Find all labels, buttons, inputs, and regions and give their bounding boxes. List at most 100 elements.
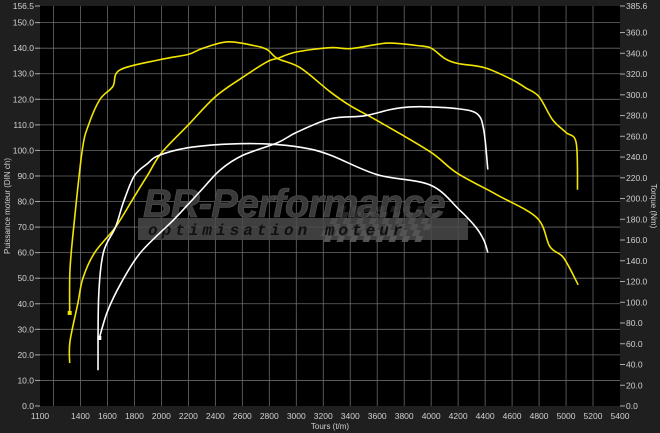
y-right-tick-label: 385.6 <box>626 1 648 11</box>
x-tick-label: 2800 <box>260 411 279 421</box>
y-right-tick-label: 300.0 <box>626 90 648 100</box>
plot-background <box>40 6 620 406</box>
checker-square <box>420 218 430 224</box>
checker-square <box>383 224 393 230</box>
y-right-tick-label: 40.0 <box>626 360 643 370</box>
y-right-tick-label: 260.0 <box>626 131 648 141</box>
y-right-tick-label: 280.0 <box>626 111 648 121</box>
watermark-tagline: optimisation moteur <box>148 222 406 240</box>
y-right-tick-label: 80.0 <box>626 318 643 328</box>
y-right-tick-label: 100.0 <box>626 297 648 307</box>
y-left-tick-label: 60.0 <box>17 248 34 258</box>
checker-square <box>412 230 421 236</box>
y-left-tick-label: 30.0 <box>17 324 34 334</box>
y-left-tick-label: 100.0 <box>13 145 35 155</box>
checker-square <box>407 218 417 224</box>
x-tick-label: 3200 <box>314 411 333 421</box>
x-tick-label: 2600 <box>233 411 252 421</box>
checker-square <box>392 212 401 218</box>
checker-square <box>342 218 352 224</box>
checker-square <box>399 230 408 236</box>
x-tick-label: 4400 <box>476 411 495 421</box>
checker-square <box>336 236 346 242</box>
checker-square <box>376 206 386 212</box>
y-right-tick-label: 140.0 <box>626 256 648 266</box>
checker-square <box>389 206 399 212</box>
checker-square <box>337 206 347 212</box>
power-curve-2 <box>98 105 489 339</box>
x-tick-label: 4000 <box>422 411 441 421</box>
x-tick-label: 5200 <box>584 411 603 421</box>
checker-square <box>366 212 375 218</box>
x-tick-label: 2200 <box>179 411 198 421</box>
checker-square <box>340 212 349 218</box>
checker-square <box>418 212 427 218</box>
y-left-tick-label: 156.5 <box>13 1 35 11</box>
y-left-tick-label: 70.0 <box>17 222 34 232</box>
checker-square <box>428 206 438 212</box>
checker-square <box>334 230 343 236</box>
checker-square <box>415 206 425 212</box>
y-right-tick-label: 0.0 <box>626 401 638 411</box>
x-tick-label: 2400 <box>206 411 225 421</box>
y-left-tick-label: 130.0 <box>13 69 35 79</box>
checker-square <box>431 212 440 218</box>
torque-curve-3 <box>97 142 489 371</box>
x-axis-label: Tours (t/m) <box>311 422 350 431</box>
y-right-tick-label: 340.0 <box>626 48 648 58</box>
y-left-tick-label: 140.0 <box>13 43 35 53</box>
x-tick-label: 1400 <box>71 411 90 421</box>
checker-square <box>344 224 354 230</box>
axes: 1100 1400 1600 1800 2000 2200 2400 2600 2800 3000… <box>13 1 648 421</box>
checker-square <box>357 224 367 230</box>
checker-square <box>373 230 382 236</box>
checker-square <box>396 224 406 230</box>
checker-square <box>422 224 432 230</box>
checker-square <box>360 230 369 236</box>
start-marker <box>97 336 102 341</box>
checker-square <box>370 224 380 230</box>
checker-square <box>355 218 365 224</box>
y-left-tick-label: 20.0 <box>17 350 34 360</box>
y-left-tick-label: 10.0 <box>17 375 34 385</box>
torque-curve-1 <box>68 41 579 313</box>
x-tick-label: 3600 <box>368 411 387 421</box>
y-right-tick-label: 120.0 <box>626 277 648 287</box>
y-left-tick-label: 40.0 <box>17 299 34 309</box>
y-right-tick-label: 200.0 <box>626 194 648 204</box>
y-right-tick-label: 180.0 <box>626 214 648 224</box>
y-axis-right-label: Torque (Nm) <box>649 184 658 229</box>
checker-square <box>402 206 412 212</box>
y-right-tick-label: 240.0 <box>626 152 648 162</box>
checker-square <box>401 236 411 242</box>
checker-square <box>350 206 360 212</box>
checker-square <box>321 230 330 236</box>
y-axis-left-label: Puissance moteur (DIN ch) <box>3 158 12 254</box>
x-tick-label: 1600 <box>98 411 117 421</box>
x-tick-label: 5400 <box>611 411 630 421</box>
grid <box>40 6 620 406</box>
checker-square <box>353 212 362 218</box>
checker-square <box>394 218 404 224</box>
checker-square <box>375 236 385 242</box>
watermark-logo: BR-Performance optimisation moteur <box>138 182 468 242</box>
y-right-tick-label: 320.0 <box>626 69 648 79</box>
y-left-tick-label: 90.0 <box>17 171 34 181</box>
checker-square <box>363 206 373 212</box>
x-tick-label: 4200 <box>449 411 468 421</box>
checker-square <box>329 218 339 224</box>
checker-square <box>405 212 414 218</box>
y-left-tick-label: 50.0 <box>17 273 34 283</box>
y-right-tick-label: 20.0 <box>626 380 643 390</box>
y-right-tick-label: 160.0 <box>626 235 648 245</box>
checker-square <box>362 236 372 242</box>
x-tick-label: 4600 <box>503 411 522 421</box>
checker-square <box>323 236 333 242</box>
x-tick-label: 1800 <box>125 411 144 421</box>
x-tick-label: 3000 <box>287 411 306 421</box>
y-right-tick-label: 220.0 <box>626 173 648 183</box>
checker-square <box>388 236 398 242</box>
checker-square <box>368 218 378 224</box>
checker-square <box>331 224 341 230</box>
